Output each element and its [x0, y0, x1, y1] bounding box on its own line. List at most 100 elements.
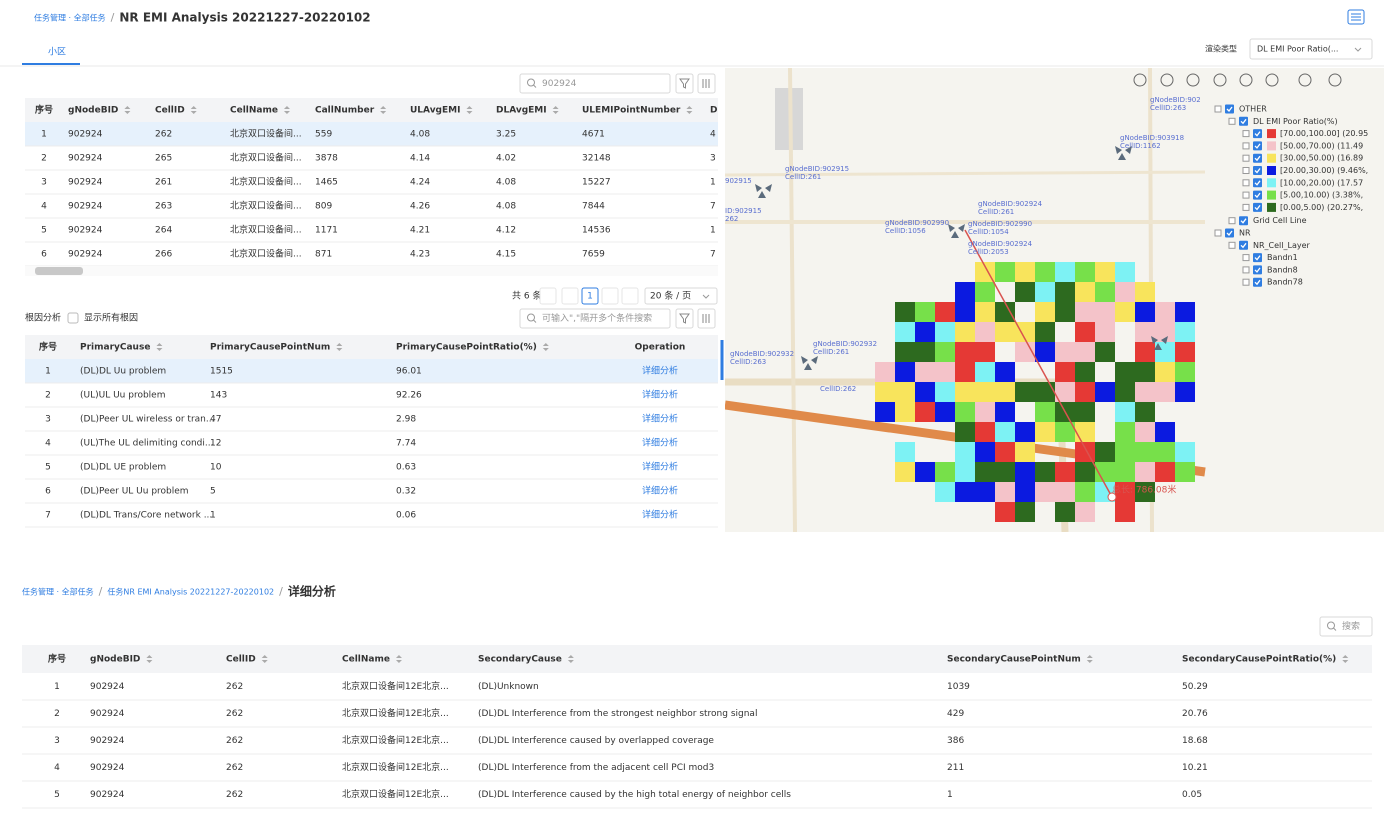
detail-link[interactable]: 详细分析 — [642, 413, 678, 425]
grid-cell — [975, 382, 995, 402]
map-tool[interactable] — [1133, 73, 1147, 87]
detail-link[interactable]: 详细分析 — [642, 509, 678, 521]
tree-toggle[interactable] — [1214, 229, 1222, 237]
table-cell: 3 — [41, 178, 47, 188]
page-size[interactable] — [644, 287, 718, 305]
grid-cell — [935, 402, 955, 422]
breadcrumb-task[interactable]: 任务NR EMI Analysis 20221227-20220102 — [107, 587, 274, 597]
layer-checkbox[interactable] — [1253, 277, 1262, 287]
grid-cell — [1015, 502, 1035, 522]
tree-toggle[interactable] — [1242, 154, 1250, 162]
grid-cell — [1095, 442, 1115, 462]
page-nav[interactable] — [621, 287, 639, 305]
tree-toggle[interactable] — [1214, 105, 1222, 113]
grid-cell — [1155, 362, 1175, 382]
table-cell: 262 — [226, 736, 243, 746]
breadcrumb[interactable]: 任务管理 · 全部任务 — [34, 13, 106, 23]
layer-checkbox[interactable] — [1253, 202, 1262, 212]
detail-link[interactable]: 详细分析 — [642, 437, 678, 449]
layer-checkbox[interactable] — [1253, 166, 1262, 175]
tree-toggle[interactable] — [1242, 278, 1250, 286]
page-nav[interactable] — [561, 287, 579, 305]
grid-cell — [1015, 262, 1035, 282]
grid-cell — [1175, 442, 1195, 462]
cell-search-box[interactable] — [519, 73, 671, 94]
tree-toggle[interactable] — [1242, 191, 1250, 199]
grid-cell — [955, 362, 975, 382]
layer-checkbox[interactable] — [1239, 240, 1248, 250]
grid-cell — [1035, 482, 1055, 502]
layer-checkbox[interactable] — [1239, 116, 1248, 126]
render-type-select[interactable] — [1249, 38, 1373, 60]
tree-toggle[interactable] — [1242, 254, 1250, 262]
breadcrumb[interactable]: 任务管理 · 全部任务 — [22, 587, 94, 597]
detail-link[interactable]: 详细分析 — [642, 461, 678, 473]
layer-label: DL EMI Poor Ratio(%) — [1253, 117, 1338, 126]
grid-cell — [875, 382, 895, 402]
chevron — [1354, 47, 1362, 52]
map-tool[interactable] — [1239, 73, 1253, 87]
scroll-thumb[interactable] — [35, 267, 83, 275]
table-header — [25, 98, 718, 122]
detail-title: 详细分析 — [288, 584, 336, 599]
grid-cell — [1175, 322, 1195, 342]
tree-toggle[interactable] — [1228, 241, 1236, 249]
grid-cell — [1135, 322, 1155, 342]
map-tool[interactable] — [1186, 73, 1200, 87]
layer-label: [20.00,30.00) (9.46%, — [1280, 166, 1368, 175]
tree-toggle[interactable] — [1242, 142, 1250, 150]
grid-cell — [1075, 462, 1095, 482]
layer-checkbox[interactable] — [1253, 178, 1262, 188]
tree-toggle[interactable] — [1242, 167, 1250, 174]
page-nav[interactable] — [539, 287, 557, 305]
table-cell: 北京双口设备间12E北京... — [342, 788, 449, 800]
column-header: PrimaryCause — [80, 343, 150, 353]
page-nav[interactable] — [601, 287, 619, 305]
layer-checkbox[interactable] — [1253, 153, 1262, 163]
table-cell: 1465 — [315, 178, 338, 188]
map-tool[interactable] — [1298, 73, 1312, 87]
tree-toggle[interactable] — [1228, 117, 1236, 125]
tree-toggle[interactable] — [1242, 130, 1250, 138]
checkbox[interactable] — [67, 312, 79, 324]
tree-toggle[interactable] — [1228, 217, 1236, 225]
table-cell: 4 — [710, 130, 716, 140]
sort-icon — [1086, 655, 1093, 663]
layer-checkbox[interactable] — [1253, 253, 1262, 263]
column-header: SecondaryCausePointNum — [947, 655, 1081, 665]
detail-link[interactable]: 详细分析 — [642, 485, 678, 497]
detail-search-box[interactable] — [1319, 616, 1373, 637]
sort-icon — [190, 106, 197, 114]
tree-toggle[interactable] — [1242, 179, 1250, 187]
map-tool[interactable] — [1265, 73, 1279, 87]
table-cell: 10 — [210, 463, 222, 473]
tab[interactable]: 小区 — [48, 47, 66, 58]
table-cell: 4.08 — [410, 130, 430, 140]
layer-checkbox[interactable] — [1253, 190, 1262, 200]
layer-checkbox[interactable] — [1225, 104, 1234, 114]
grid-cell — [1035, 262, 1055, 282]
map-tool[interactable] — [1160, 73, 1174, 87]
filter-button[interactable] — [675, 308, 694, 329]
layer-checkbox[interactable] — [1253, 141, 1262, 151]
cause-search-box[interactable] — [519, 308, 671, 329]
detail-link[interactable]: 详细分析 — [642, 365, 678, 377]
separator: / — [111, 11, 115, 24]
page-current[interactable] — [581, 287, 599, 305]
layer-checkbox[interactable] — [1253, 265, 1262, 275]
layer-checkbox[interactable] — [1253, 129, 1262, 139]
tree-toggle[interactable] — [1242, 203, 1250, 211]
layer-checkbox[interactable] — [1225, 228, 1234, 238]
grid-cell — [995, 302, 1015, 322]
table-cell: 3.25 — [496, 130, 516, 140]
page-title: NR EMI Analysis 20221227-20220102 — [119, 11, 370, 25]
map-tool[interactable] — [1328, 73, 1342, 87]
filter-button[interactable] — [675, 73, 694, 94]
layer-checkbox[interactable] — [1239, 216, 1248, 226]
map-tool[interactable] — [1213, 73, 1227, 87]
detail-link[interactable]: 详细分析 — [642, 389, 678, 401]
tree-toggle[interactable] — [1242, 266, 1250, 274]
cell-label: gNodeBID:902932 — [730, 350, 794, 358]
grid-cell — [915, 342, 935, 362]
